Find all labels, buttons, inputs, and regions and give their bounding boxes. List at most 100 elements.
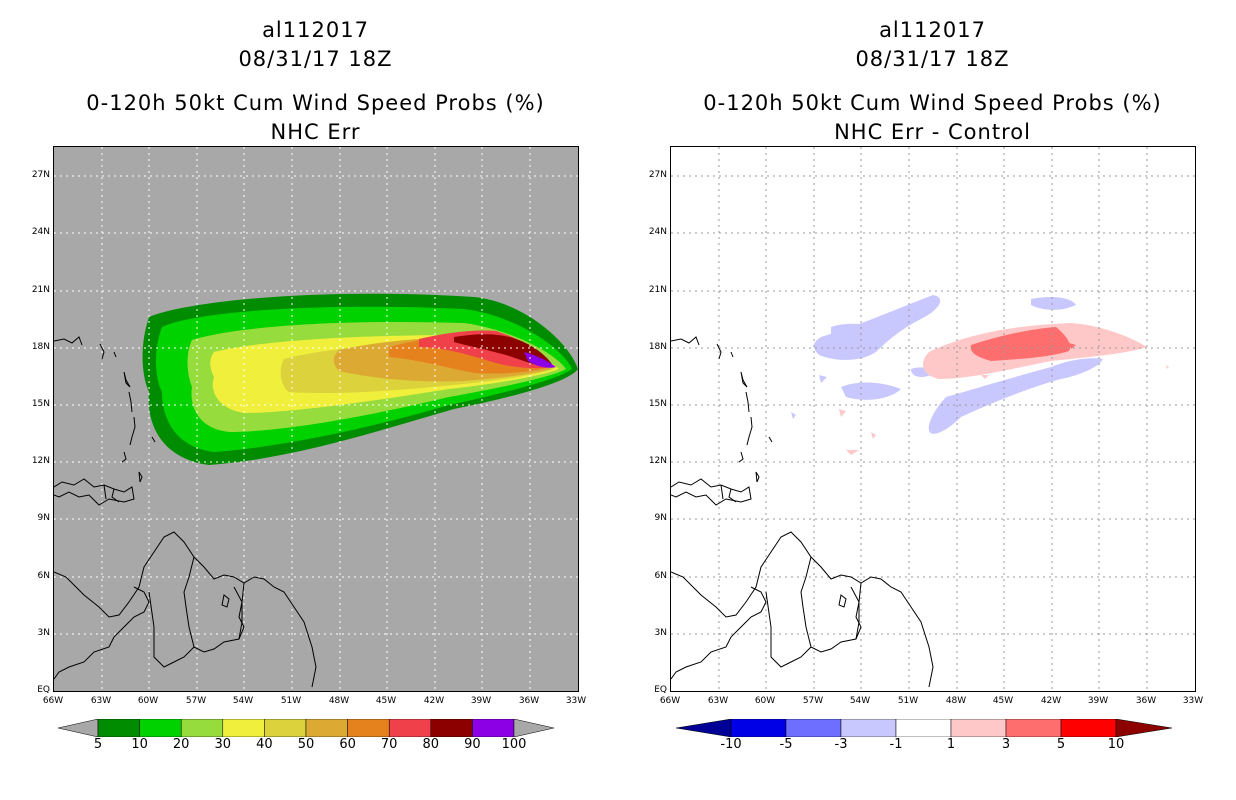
right-lon-51: 51W [897, 696, 919, 706]
left-lon-57: 57W [185, 696, 207, 706]
diff-neg-1-3b [831, 323, 886, 352]
colorbar-swatch [305, 719, 348, 737]
left-subtitle: NHC Err [270, 120, 361, 144]
diff-neg-1-3d [928, 358, 1103, 434]
colorbar-tick-label: 50 [297, 737, 315, 752]
left-lon-48: 48W [328, 696, 350, 706]
left-lat-27: 27N [31, 170, 50, 180]
right-map-svg [671, 147, 1195, 691]
left-grid [54, 147, 578, 691]
diff-pos-1-3e [1166, 365, 1169, 369]
right-lon-36: 36W [1135, 696, 1157, 706]
colorbar-swatch [388, 719, 432, 737]
right-lon-33: 33W [1182, 696, 1204, 706]
prob-90-100 [524, 352, 556, 368]
left-lon-36: 36W [518, 696, 540, 706]
left-lon-51: 51W [280, 696, 302, 706]
probability-swath [142, 293, 578, 465]
colorbar-tick-label: 1 [946, 737, 956, 752]
colorbar-swatch [139, 719, 182, 737]
right-colorbar-under [676, 719, 732, 737]
colorbar-swatch [180, 719, 224, 737]
left-lat-9: 9N [37, 513, 50, 523]
left-product-title: 0-120h 50kt Cum Wind Speed Probs (%) [86, 91, 545, 115]
right-lat-18: 18N [648, 342, 667, 352]
diff-pos-3-5 [970, 327, 1071, 361]
difference-field [791, 295, 1169, 455]
colorbar-swatch [97, 719, 140, 737]
colorbar-tick-label: 60 [339, 737, 356, 752]
left-lon-66: 66W [42, 696, 64, 706]
colorbar-swatch [1060, 719, 1117, 737]
colorbar-tick-label: -5 [779, 737, 793, 752]
diff-neg-1-3h [819, 375, 827, 383]
colorbar-tick-label: 90 [464, 737, 481, 752]
right-coastlines [671, 336, 934, 688]
left-map [53, 146, 579, 692]
right-lat-eq: EQ [654, 685, 667, 695]
left-lat-15: 15N [31, 399, 50, 409]
right-lat-24: 24N [648, 227, 667, 237]
right-lat-3: 3N [654, 628, 667, 638]
right-lon-66: 66W [659, 696, 681, 706]
colorbar-tick-label: 5 [93, 737, 103, 752]
colorbar-swatch [840, 719, 897, 737]
left-colorbar-over [513, 719, 554, 737]
left-lat-24: 24N [31, 227, 50, 237]
right-datetime: 08/31/17 18Z [855, 47, 1010, 71]
diff-pos-1-3d [871, 432, 876, 439]
right-subtitle: NHC Err - Control [834, 120, 1031, 144]
right-lat-27: 27N [648, 170, 667, 180]
right-product-title: 0-120h 50kt Cum Wind Speed Probs (%) [703, 91, 1162, 115]
left-lon-33: 33W [565, 696, 587, 706]
right-lat-6: 6N [654, 571, 667, 581]
right-lon-63: 63W [707, 696, 729, 706]
left-lat-12: 12N [31, 456, 50, 466]
right-grid [671, 147, 1195, 691]
colorbar-swatch [785, 719, 842, 737]
colorbar-swatch [264, 719, 307, 737]
colorbar-swatch [347, 719, 390, 737]
right-colorbar-over [1115, 719, 1172, 737]
diff-pos-1-3b [839, 409, 846, 417]
diff-pos-1-3f [981, 375, 989, 379]
left-datetime: 08/31/17 18Z [238, 47, 393, 71]
colorbar-tick-label: 20 [172, 737, 190, 752]
right-lon-57: 57W [802, 696, 824, 706]
colorbar-tick-label: 70 [380, 737, 398, 752]
right-lon-48: 48W [945, 696, 967, 706]
left-lon-45: 45W [375, 696, 397, 706]
right-lat-15: 15N [648, 399, 667, 409]
diff-neg-1-3g [791, 412, 796, 419]
left-storm-id: al112017 [262, 18, 369, 42]
colorbar-tick-label: -3 [834, 737, 848, 752]
colorbar-tick-label: 40 [256, 737, 273, 752]
diff-pos-1-3c [846, 450, 859, 455]
colorbar-tick-label: 100 [501, 737, 527, 752]
left-lon-60: 60W [137, 696, 159, 706]
right-lat-12: 12N [648, 456, 667, 466]
left-colorbar-under [58, 719, 99, 737]
diff-neg-1-3e [1031, 297, 1076, 310]
left-lat-18: 18N [31, 342, 50, 352]
left-lon-42: 42W [423, 696, 445, 706]
right-lon-42: 42W [1040, 696, 1062, 706]
colorbar-swatch [430, 719, 473, 737]
colorbar-swatch [222, 719, 265, 737]
colorbar-tick-label: 5 [1056, 737, 1066, 752]
left-lon-54: 54W [232, 696, 254, 706]
right-lon-39: 39W [1087, 696, 1109, 706]
colorbar-tick-label: 30 [214, 737, 232, 752]
diff-pos-3-5b [1069, 343, 1076, 349]
left-lat-6: 6N [37, 571, 50, 581]
colorbar-tick-label: -10 [720, 737, 742, 752]
colorbar-swatch [895, 719, 952, 737]
left-lon-39: 39W [470, 696, 492, 706]
right-map [670, 146, 1196, 692]
right-lat-9: 9N [654, 513, 667, 523]
diff-neg-1-3c [841, 382, 901, 400]
colorbar-tick-label: 10 [131, 737, 148, 752]
right-colorbar [676, 719, 1172, 737]
left-colorbar [58, 719, 554, 737]
left-coastlines [54, 336, 317, 688]
